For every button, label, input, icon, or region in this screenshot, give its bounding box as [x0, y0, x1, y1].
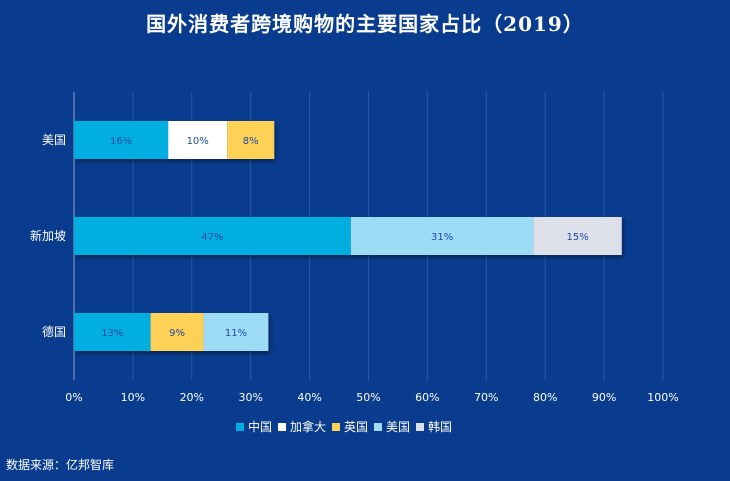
bar-segment	[203, 313, 269, 351]
x-tick-label: 40%	[297, 391, 321, 404]
bar-segment	[74, 121, 169, 159]
bar-segment	[168, 121, 228, 159]
bar-group	[74, 313, 269, 351]
data-label: 8%	[243, 136, 259, 147]
bar-group	[74, 121, 275, 159]
bar-segment	[350, 217, 534, 255]
y-category-label: 德国	[42, 324, 66, 339]
x-tick-label: 50%	[356, 391, 380, 404]
x-tick-label: 30%	[238, 391, 262, 404]
y-category-label: 新加坡	[30, 228, 66, 243]
x-tick-label: 0%	[65, 391, 82, 404]
data-label: 15%	[566, 232, 588, 243]
legend-label: 英国	[344, 420, 368, 434]
x-tick-label: 70%	[474, 391, 498, 404]
bar-group	[74, 217, 622, 255]
data-label: 47%	[201, 232, 223, 243]
legend-swatch	[416, 423, 424, 431]
x-tick-label: 10%	[121, 391, 145, 404]
bar-segment	[227, 121, 275, 159]
x-tick-label: 90%	[592, 391, 616, 404]
data-label: 9%	[169, 328, 185, 339]
legend-swatch	[332, 423, 340, 431]
x-tick-label: 20%	[180, 391, 204, 404]
bar-segment	[74, 313, 151, 351]
x-tick-label: 80%	[533, 391, 557, 404]
bar-segment	[150, 313, 204, 351]
data-label: 31%	[431, 232, 453, 243]
chart-title: 国外消费者跨境购物的主要国家占比（2019）	[146, 12, 584, 36]
data-label: 13%	[101, 328, 123, 339]
x-tick-label: 100%	[647, 391, 678, 404]
y-category-label: 美国	[42, 133, 66, 147]
legend-swatch	[236, 423, 244, 431]
legend-swatch	[278, 423, 286, 431]
data-label: 11%	[225, 328, 247, 339]
legend-label: 中国	[248, 419, 272, 434]
legend-label: 美国	[386, 420, 410, 434]
data-label: 10%	[187, 136, 209, 147]
bar-segment	[74, 217, 351, 255]
x-tick-label: 60%	[415, 391, 439, 404]
legend-label: 韩国	[428, 419, 452, 434]
legend-label: 加拿大	[290, 419, 326, 434]
data-label: 16%	[110, 136, 132, 147]
source-note: 数据来源：亿邦智库	[6, 458, 115, 472]
bar-segment	[533, 217, 622, 255]
legend-swatch	[374, 423, 382, 431]
